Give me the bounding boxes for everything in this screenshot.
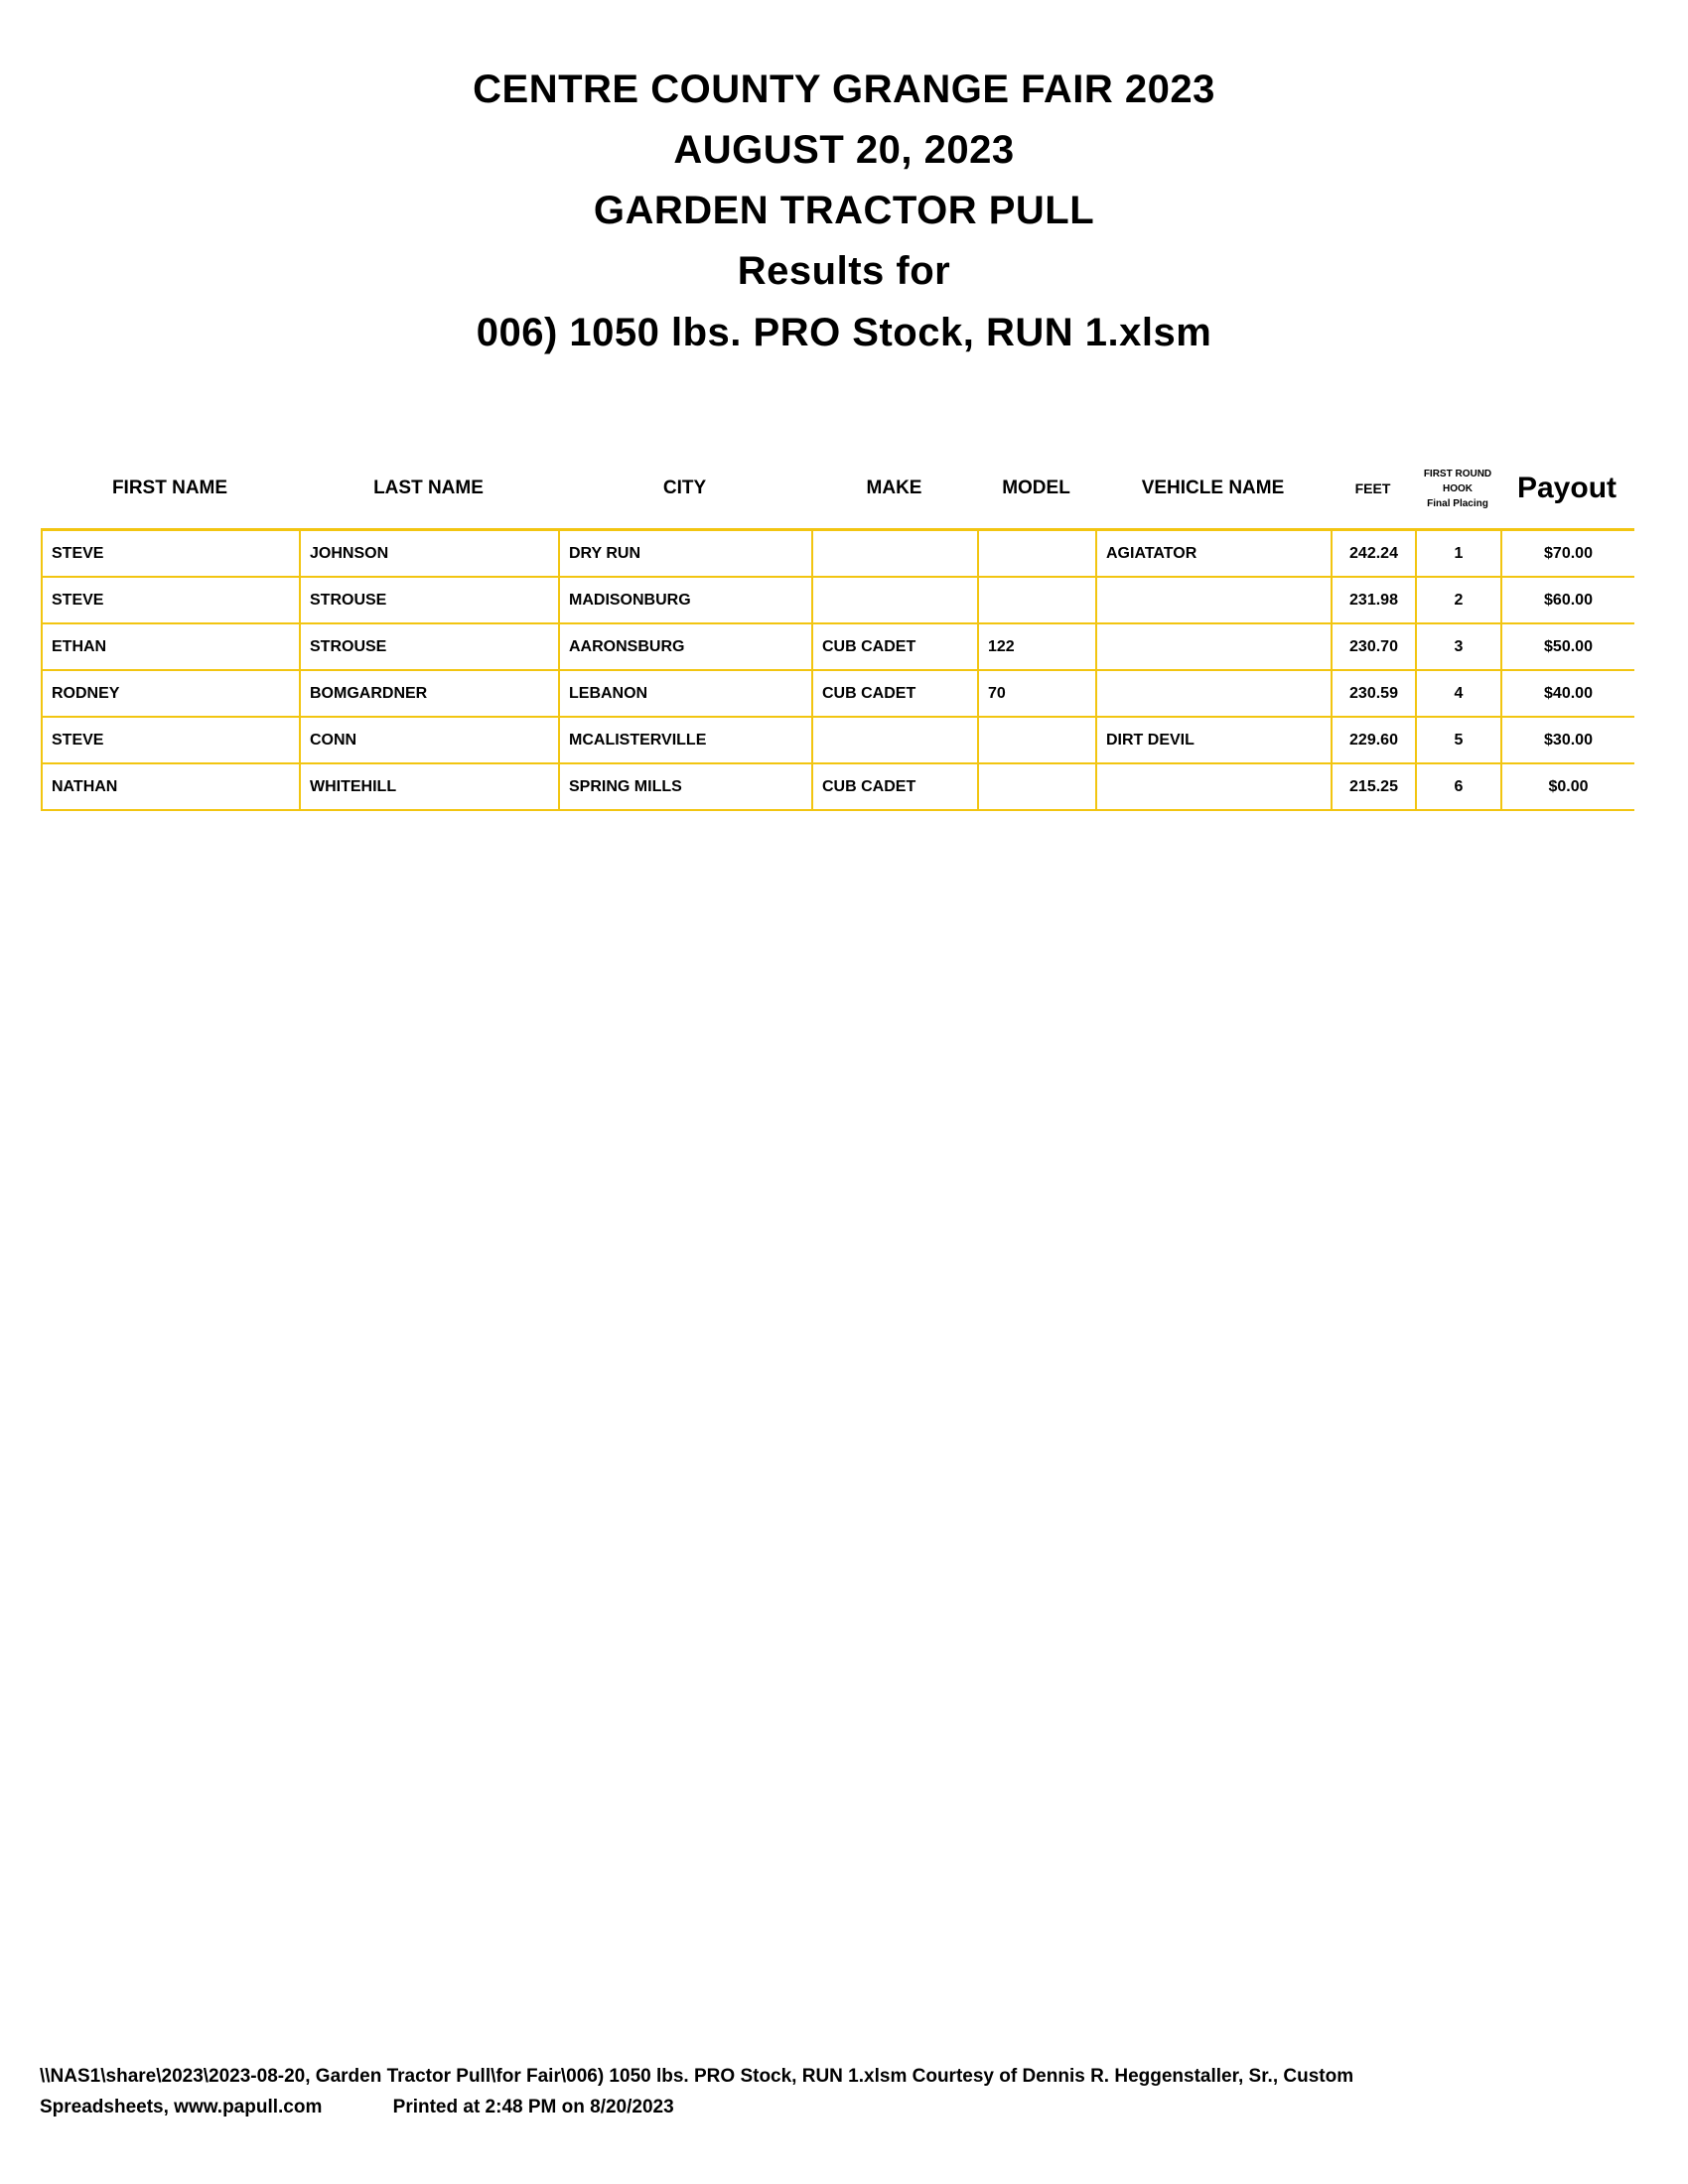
table-row: NATHAN WHITEHILL SPRING MILLS CUB CADET 215.… <box>41 762 1634 811</box>
cell-vehicle-name: DIRT DEVIL <box>1095 716 1333 764</box>
table-row: STEVE JOHNSON DRY RUN AGIATATOR 242.24 1 $70.0… <box>41 528 1634 578</box>
cell-city: AARONSBURG <box>558 622 813 671</box>
cell-feet: 229.60 <box>1331 716 1417 764</box>
table-row: ETHAN STROUSE AARONSBURG CUB CADET 122 230.70… <box>41 622 1634 671</box>
cell-first-name: NATHAN <box>41 762 301 811</box>
cell-payout: $40.00 <box>1500 669 1634 718</box>
footer: \\NAS1\share\2023\2023-08-20, Garden Tra… <box>40 2061 1658 2122</box>
cell-last-name: JOHNSON <box>299 528 560 578</box>
header-placing-line2: HOOK <box>1443 482 1473 494</box>
footer-website: Spreadsheets, www.papull.com <box>40 2097 323 2117</box>
cell-last-name: STROUSE <box>299 576 560 624</box>
cell-first-name: STEVE <box>41 528 301 578</box>
cell-last-name: WHITEHILL <box>299 762 560 811</box>
cell-placing: 5 <box>1415 716 1502 764</box>
class-name: 006) 1050 lbs. PRO Stock, RUN 1.xlsm <box>476 311 1212 354</box>
cell-first-name: ETHAN <box>41 622 301 671</box>
cell-placing: 4 <box>1415 669 1502 718</box>
cell-last-name: CONN <box>299 716 560 764</box>
cell-placing: 1 <box>1415 528 1502 578</box>
cell-model <box>977 576 1097 624</box>
header-city: CITY <box>662 478 707 498</box>
results-table: STEVE JOHNSON DRY RUN AGIATATOR 242.24 1 $70.0… <box>41 528 1634 811</box>
footer-printed-time: Printed at 2:48 PM on 8/20/2023 <box>392 2097 674 2117</box>
header-first-name: FIRST NAME <box>111 478 228 498</box>
cell-feet: 242.24 <box>1331 528 1417 578</box>
header-last-name: LAST NAME <box>373 478 484 498</box>
header-model: MODEL <box>1002 478 1070 498</box>
event-title: CENTRE COUNTY GRANGE FAIR 2023 <box>473 68 1215 111</box>
cell-payout: $50.00 <box>1500 622 1634 671</box>
table-row: STEVE CONN MCALISTERVILLE DIRT DEVIL 229.60 5… <box>41 716 1634 764</box>
footer-file-path: \\NAS1\share\2023\2023-08-20, Garden Tra… <box>40 2066 1354 2087</box>
cell-make: CUB CADET <box>811 622 979 671</box>
results-for-label: Results for <box>737 249 951 293</box>
cell-city: MCALISTERVILLE <box>558 716 813 764</box>
cell-first-name: STEVE <box>41 576 301 624</box>
cell-payout: $60.00 <box>1500 576 1634 624</box>
header-feet: FEET <box>1354 480 1391 496</box>
header-placing: FIRST ROUND HOOK Final Placing <box>1415 459 1500 518</box>
cell-payout: $70.00 <box>1500 528 1634 578</box>
cell-model: 122 <box>977 622 1097 671</box>
header-placing-line1: FIRST ROUND <box>1423 468 1492 479</box>
cell-model <box>977 762 1097 811</box>
footer-line2: Spreadsheets, www.papull.com Printed at … <box>40 2092 1658 2122</box>
cell-model: 70 <box>977 669 1097 718</box>
cell-feet: 230.70 <box>1331 622 1417 671</box>
cell-payout: $30.00 <box>1500 716 1634 764</box>
cell-vehicle-name: AGIATATOR <box>1095 528 1333 578</box>
cell-last-name: STROUSE <box>299 622 560 671</box>
cell-placing: 2 <box>1415 576 1502 624</box>
cell-feet: 215.25 <box>1331 762 1417 811</box>
cell-make: CUB CADET <box>811 762 979 811</box>
cell-city: LEBANON <box>558 669 813 718</box>
cell-feet: 230.59 <box>1331 669 1417 718</box>
cell-placing: 3 <box>1415 622 1502 671</box>
cell-make <box>811 716 979 764</box>
cell-first-name: RODNEY <box>41 669 301 718</box>
cell-city: DRY RUN <box>558 528 813 578</box>
header-vehicle-name: VEHICLE NAME <box>1141 478 1285 498</box>
cell-payout: $0.00 <box>1500 762 1634 811</box>
header-make: MAKE <box>866 478 922 498</box>
cell-vehicle-name <box>1095 622 1333 671</box>
cell-model <box>977 528 1097 578</box>
event-name: GARDEN TRACTOR PULL <box>593 189 1095 232</box>
table-row: RODNEY BOMGARDNER LEBANON CUB CADET 70 230.59… <box>41 669 1634 718</box>
cell-make: CUB CADET <box>811 669 979 718</box>
cell-placing: 6 <box>1415 762 1502 811</box>
cell-city: SPRING MILLS <box>558 762 813 811</box>
cell-make <box>811 576 979 624</box>
cell-model <box>977 716 1097 764</box>
header-placing-line3: Final Placing <box>1427 497 1488 509</box>
table-row: STEVE STROUSE MADISONBURG 231.98 2 $60.00 <box>41 576 1634 624</box>
cell-vehicle-name <box>1095 669 1333 718</box>
cell-vehicle-name <box>1095 762 1333 811</box>
cell-vehicle-name <box>1095 576 1333 624</box>
cell-make <box>811 528 979 578</box>
cell-feet: 231.98 <box>1331 576 1417 624</box>
cell-city: MADISONBURG <box>558 576 813 624</box>
cell-first-name: STEVE <box>41 716 301 764</box>
header-payout: Payout <box>1516 472 1618 504</box>
cell-last-name: BOMGARDNER <box>299 669 560 718</box>
event-date: AUGUST 20, 2023 <box>673 128 1015 172</box>
